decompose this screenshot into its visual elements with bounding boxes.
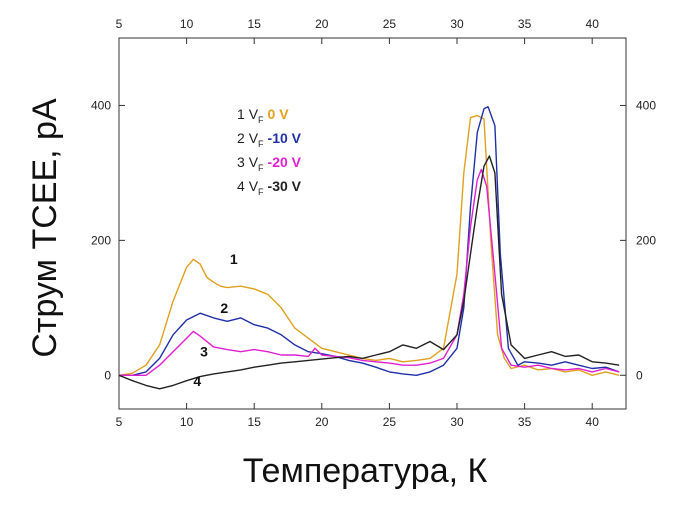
curve-label-2: 2 <box>220 300 228 316</box>
x-tick-label-top: 10 <box>180 17 194 31</box>
curve-labels-group: 1 2 3 4 <box>193 251 238 389</box>
y-axis-title: Струм ТСЕЕ, pA <box>26 98 64 358</box>
x-tick-label-top: 35 <box>518 17 532 31</box>
legend-entry-4: 4 VF -30 V <box>237 178 302 197</box>
x-axis-title: Температура, К <box>243 452 488 490</box>
x-tick-label-bottom: 10 <box>180 415 194 429</box>
x-tick-label-top: 5 <box>116 17 123 31</box>
legend-entry-3: 3 VF -20 V <box>237 154 302 173</box>
x-tick-label-top: 20 <box>315 17 329 31</box>
x-tick-label-bottom: 25 <box>383 415 397 429</box>
x-tick-label-bottom: 35 <box>518 415 532 429</box>
y-tick-label-left: 200 <box>91 233 111 247</box>
series-line-4 <box>118 155 620 390</box>
plot-frame <box>118 37 627 410</box>
series-line-1 <box>118 114 620 376</box>
legend-entry-1: 1 VF 0 V <box>237 106 289 125</box>
x-tick-label-bottom: 30 <box>450 415 464 429</box>
y-tick-label-right: 200 <box>636 233 656 247</box>
x-tick-label-bottom: 15 <box>248 415 262 429</box>
x-tick-label-bottom: 20 <box>315 415 329 429</box>
x-tick-label-top: 25 <box>383 17 397 31</box>
x-tick-label-top: 40 <box>586 17 600 31</box>
y-tick-label-left: 400 <box>91 98 111 112</box>
series-line-3 <box>119 168 620 376</box>
curve-label-1: 1 <box>230 251 238 267</box>
y-tick-label-right: 0 <box>636 368 643 382</box>
x-tick-label-bottom: 40 <box>586 415 600 429</box>
curve-label-4: 4 <box>193 373 201 389</box>
legend: 1 VF 0 V 2 VF -10 V 3 VF -20 V 4 VF -30 V <box>237 106 302 197</box>
y-tick-label-right: 400 <box>636 98 656 112</box>
legend-entry-2: 2 VF -10 V <box>237 130 302 149</box>
curve-label-3: 3 <box>200 343 208 359</box>
x-tick-label-top: 30 <box>450 17 464 31</box>
x-tick-label-top: 15 <box>248 17 262 31</box>
x-tick-label-bottom: 5 <box>116 415 123 429</box>
y-tick-label-left: 0 <box>104 368 111 382</box>
series-line-2 <box>119 106 620 376</box>
series-group <box>118 106 620 390</box>
